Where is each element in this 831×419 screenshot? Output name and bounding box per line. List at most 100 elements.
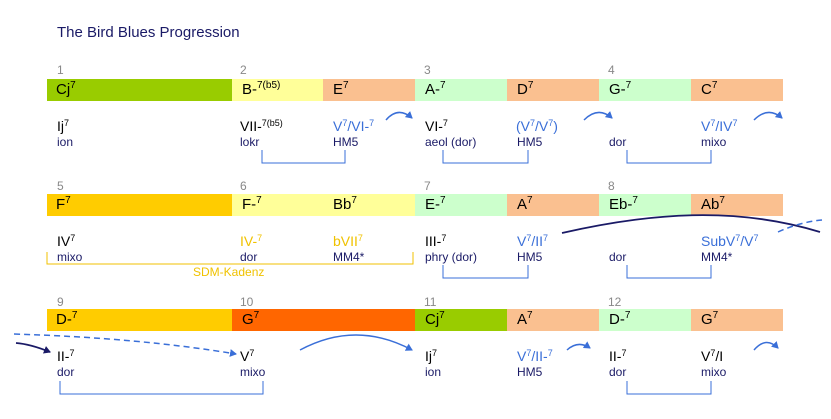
chord-bar bbox=[507, 194, 599, 216]
ii-v-bracket bbox=[626, 265, 712, 279]
chord-symbol: E7 bbox=[333, 80, 349, 99]
chord-symbol: B-7(b5) bbox=[242, 80, 281, 99]
chord-symbol: F7 bbox=[56, 195, 71, 214]
ii-v-bracket bbox=[626, 381, 712, 395]
mode-label: dor bbox=[57, 365, 75, 379]
incoming-arrow bbox=[15, 342, 51, 354]
dashed-continuation bbox=[777, 219, 823, 233]
mode-label: HM5 bbox=[517, 365, 543, 379]
ii-v-bracket bbox=[442, 150, 529, 164]
chord-bar bbox=[415, 79, 507, 101]
chord-bar bbox=[47, 79, 232, 101]
mode-label: mixo bbox=[240, 365, 266, 379]
mode-label: mixo bbox=[57, 250, 83, 264]
bar-number: 9 bbox=[57, 295, 64, 309]
chord-bar bbox=[691, 79, 783, 101]
mode-label: HM5 bbox=[517, 135, 543, 149]
resolution-arrow bbox=[753, 111, 783, 121]
chord-bar bbox=[599, 194, 691, 216]
chord-bar bbox=[507, 309, 599, 331]
chord-symbol: Eb-7 bbox=[609, 195, 638, 214]
chord-symbol: Cj7 bbox=[56, 80, 76, 99]
mode-label: aeol (dor) bbox=[425, 135, 477, 149]
bar-number: 3 bbox=[424, 63, 431, 77]
resolution-arrow bbox=[583, 111, 613, 121]
bar-number: 8 bbox=[608, 179, 615, 193]
chord-symbol: A-7 bbox=[425, 80, 446, 99]
diagram-title: The Bird Blues Progression bbox=[57, 24, 240, 41]
chord-symbol: A7 bbox=[517, 195, 533, 214]
chord-symbol: D-7 bbox=[56, 310, 78, 329]
mode-label: mixo bbox=[701, 365, 727, 379]
chord-symbol: E-7 bbox=[425, 195, 446, 214]
bar-number: 12 bbox=[608, 295, 622, 309]
chord-symbol: Bb7 bbox=[333, 195, 357, 214]
roman-numeral: Ij7 bbox=[425, 348, 438, 364]
roman-numeral: V7/IV7 bbox=[701, 118, 738, 134]
chord-symbol: G7 bbox=[242, 310, 260, 329]
chord-symbol: D7 bbox=[517, 80, 534, 99]
roman-numeral: V7/I bbox=[701, 348, 724, 364]
chord-bar bbox=[415, 309, 507, 331]
mode-label: HM5 bbox=[517, 250, 543, 264]
chord-symbol: G7 bbox=[701, 310, 719, 329]
roman-numeral: Ij7 bbox=[57, 118, 70, 134]
chord-bar bbox=[691, 194, 783, 216]
chord-bar bbox=[323, 79, 415, 101]
roman-numeral: VI-7 bbox=[425, 118, 448, 134]
mode-label: lokr bbox=[240, 135, 260, 149]
chord-symbol: F-7 bbox=[242, 195, 262, 214]
chord-symbol: D-7 bbox=[609, 310, 631, 329]
chord-bar bbox=[691, 309, 783, 331]
resolution-arrow bbox=[385, 111, 413, 121]
resolution-arrow bbox=[753, 340, 779, 351]
roman-numeral: SubV7/V7 bbox=[701, 233, 759, 249]
roman-numeral: IV7 bbox=[57, 233, 76, 249]
chord-symbol: Cj7 bbox=[425, 310, 445, 329]
chord-symbol: A7 bbox=[517, 310, 533, 329]
roman-numeral: II-7 bbox=[609, 348, 627, 364]
ii-v-bracket bbox=[626, 150, 712, 164]
sdm-bracket bbox=[46, 252, 414, 265]
resolution-arrow bbox=[299, 334, 413, 351]
chord-symbol: Ab7 bbox=[701, 195, 725, 214]
roman-numeral: bVII7 bbox=[333, 233, 363, 249]
bar-number: 2 bbox=[240, 63, 247, 77]
chord-bar bbox=[232, 309, 415, 331]
mode-label: dor bbox=[609, 365, 627, 379]
roman-numeral: IV-7 bbox=[240, 233, 263, 249]
bar-number: 1 bbox=[57, 63, 64, 77]
bar-number: 5 bbox=[57, 179, 64, 193]
bar-number: 6 bbox=[240, 179, 247, 193]
chord-bar bbox=[47, 194, 232, 216]
roman-numeral: V7 bbox=[240, 348, 255, 364]
bar-number: 7 bbox=[424, 179, 431, 193]
chord-bar bbox=[232, 79, 323, 101]
mode-label: HM5 bbox=[333, 135, 359, 149]
chord-bar bbox=[232, 194, 415, 216]
roman-numeral: III-7 bbox=[425, 233, 447, 249]
chord-bar bbox=[507, 79, 599, 101]
ii-v-bracket bbox=[261, 150, 346, 164]
ii-v-bracket bbox=[442, 265, 529, 279]
roman-numeral: (V7/V7) bbox=[516, 118, 558, 134]
bar-number: 11 bbox=[424, 295, 437, 309]
roman-numeral: VII-7(b5) bbox=[240, 118, 283, 134]
roman-numeral: V7/II-7 bbox=[517, 348, 553, 364]
resolution-arrow bbox=[566, 341, 591, 351]
roman-numeral: II-7 bbox=[57, 348, 75, 364]
roman-numeral: V7/II7 bbox=[517, 233, 549, 249]
mode-label: dor bbox=[609, 135, 627, 149]
chord-bar bbox=[47, 309, 232, 331]
mode-label: dor bbox=[609, 250, 627, 264]
ii-v-bracket bbox=[59, 381, 264, 395]
mode-label: ion bbox=[425, 365, 442, 379]
chord-bar bbox=[415, 194, 507, 216]
mode-label: MM4* bbox=[333, 250, 365, 264]
tritone-sub-curve bbox=[561, 214, 821, 234]
roman-numeral: V7/VI-7 bbox=[333, 118, 375, 134]
chord-bar bbox=[599, 309, 691, 331]
mode-label: dor bbox=[240, 250, 258, 264]
bar-number: 10 bbox=[240, 295, 254, 309]
